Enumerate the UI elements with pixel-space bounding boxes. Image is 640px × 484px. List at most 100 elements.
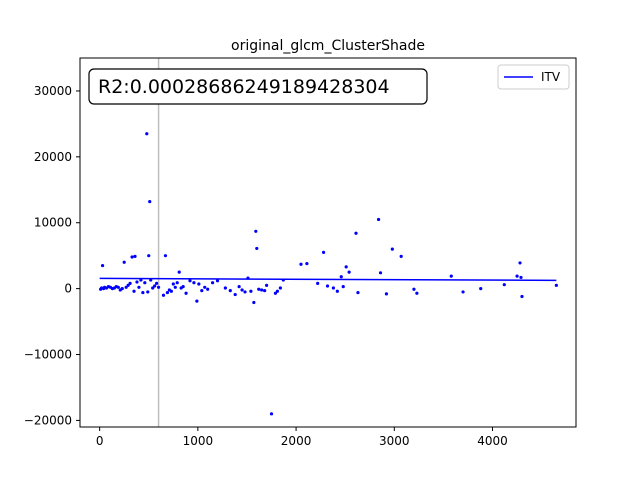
legend-label: ITV — [541, 70, 561, 84]
data-point — [257, 287, 261, 291]
data-point — [347, 270, 351, 274]
data-point — [325, 284, 330, 288]
y-tick-label: 20000 — [34, 150, 72, 164]
data-point — [461, 290, 465, 294]
data-point — [197, 282, 201, 286]
data-point — [195, 299, 199, 303]
data-point — [155, 281, 159, 285]
data-point — [354, 231, 358, 235]
y-tick-label: 30000 — [34, 84, 72, 98]
data-point — [344, 265, 348, 269]
data-point — [137, 285, 141, 289]
x-tick-label: 0 — [96, 434, 104, 448]
data-point — [146, 290, 150, 294]
data-point — [130, 255, 134, 259]
data-point — [243, 290, 247, 294]
legend-box — [497, 64, 570, 90]
data-point — [281, 278, 285, 282]
data-points — [99, 132, 558, 416]
data-point — [321, 250, 326, 254]
data-point — [177, 270, 181, 274]
data-point — [165, 290, 170, 295]
data-point — [181, 285, 185, 289]
data-point — [515, 274, 519, 278]
data-point — [260, 288, 264, 292]
data-point — [249, 289, 253, 293]
y-tick-label: −20000 — [24, 413, 72, 427]
data-point — [163, 254, 168, 258]
data-point — [188, 279, 192, 283]
data-point — [126, 283, 130, 287]
data-point — [299, 262, 303, 266]
data-point — [341, 285, 345, 289]
data-point — [153, 284, 157, 288]
data-point — [254, 229, 258, 233]
data-point — [156, 285, 161, 289]
legend: ITV — [497, 64, 570, 90]
data-point — [147, 254, 151, 258]
data-point — [141, 290, 145, 295]
data-point — [376, 217, 381, 222]
data-point — [273, 291, 278, 295]
data-point — [554, 283, 558, 287]
annotation-text: R2:0.00028686249189428304 — [98, 76, 390, 98]
axis-ticks: 0 1000 2000 3000 4000 −20000 −10000 0 10000 20000… — [24, 84, 508, 448]
data-point — [149, 278, 153, 282]
data-point — [228, 289, 232, 293]
data-point — [415, 291, 419, 295]
data-point — [151, 286, 155, 290]
data-point — [148, 200, 152, 204]
data-point — [223, 286, 227, 290]
data-point — [100, 263, 105, 268]
y-tick-label: 0 — [64, 282, 72, 296]
data-point — [210, 281, 215, 285]
data-point — [275, 289, 280, 293]
data-point — [200, 289, 204, 293]
data-point — [203, 285, 207, 289]
data-point — [122, 260, 126, 264]
data-point — [263, 289, 267, 293]
data-point — [120, 287, 124, 291]
data-point — [233, 292, 237, 297]
data-point — [240, 288, 244, 292]
data-point — [171, 282, 175, 286]
data-point — [399, 254, 403, 258]
data-point — [316, 281, 320, 285]
data-point — [133, 254, 137, 258]
data-point — [331, 286, 336, 290]
data-point — [143, 281, 147, 285]
data-point — [145, 132, 149, 136]
annotation-box — [88, 68, 428, 105]
data-point — [520, 294, 524, 299]
chart-title: original_glcm_ClusterShade — [231, 38, 425, 54]
data-point — [255, 246, 259, 251]
r2-annotation: R2:0.00028686249189428304 — [88, 68, 428, 105]
data-point — [175, 281, 179, 285]
data-point — [519, 275, 523, 280]
data-point — [206, 287, 210, 291]
data-point — [412, 287, 416, 291]
data-point — [378, 271, 383, 275]
x-tick-label: 2000 — [281, 434, 312, 448]
plot-frame — [79, 57, 577, 428]
data-point — [116, 285, 120, 289]
data-point — [384, 292, 389, 296]
data-point — [184, 291, 188, 295]
y-tick-label: 10000 — [34, 216, 72, 230]
data-point — [390, 247, 394, 251]
data-point — [237, 285, 241, 289]
data-point — [269, 412, 274, 416]
x-tick-label: 3000 — [379, 434, 410, 448]
data-point — [449, 274, 453, 278]
data-point — [278, 286, 282, 290]
data-point — [479, 287, 483, 291]
data-point — [169, 289, 173, 293]
x-tick-label: 4000 — [477, 434, 508, 448]
data-point — [339, 275, 343, 279]
data-point — [518, 261, 522, 265]
data-point — [252, 300, 256, 305]
data-point — [139, 278, 143, 282]
data-point — [305, 261, 309, 266]
